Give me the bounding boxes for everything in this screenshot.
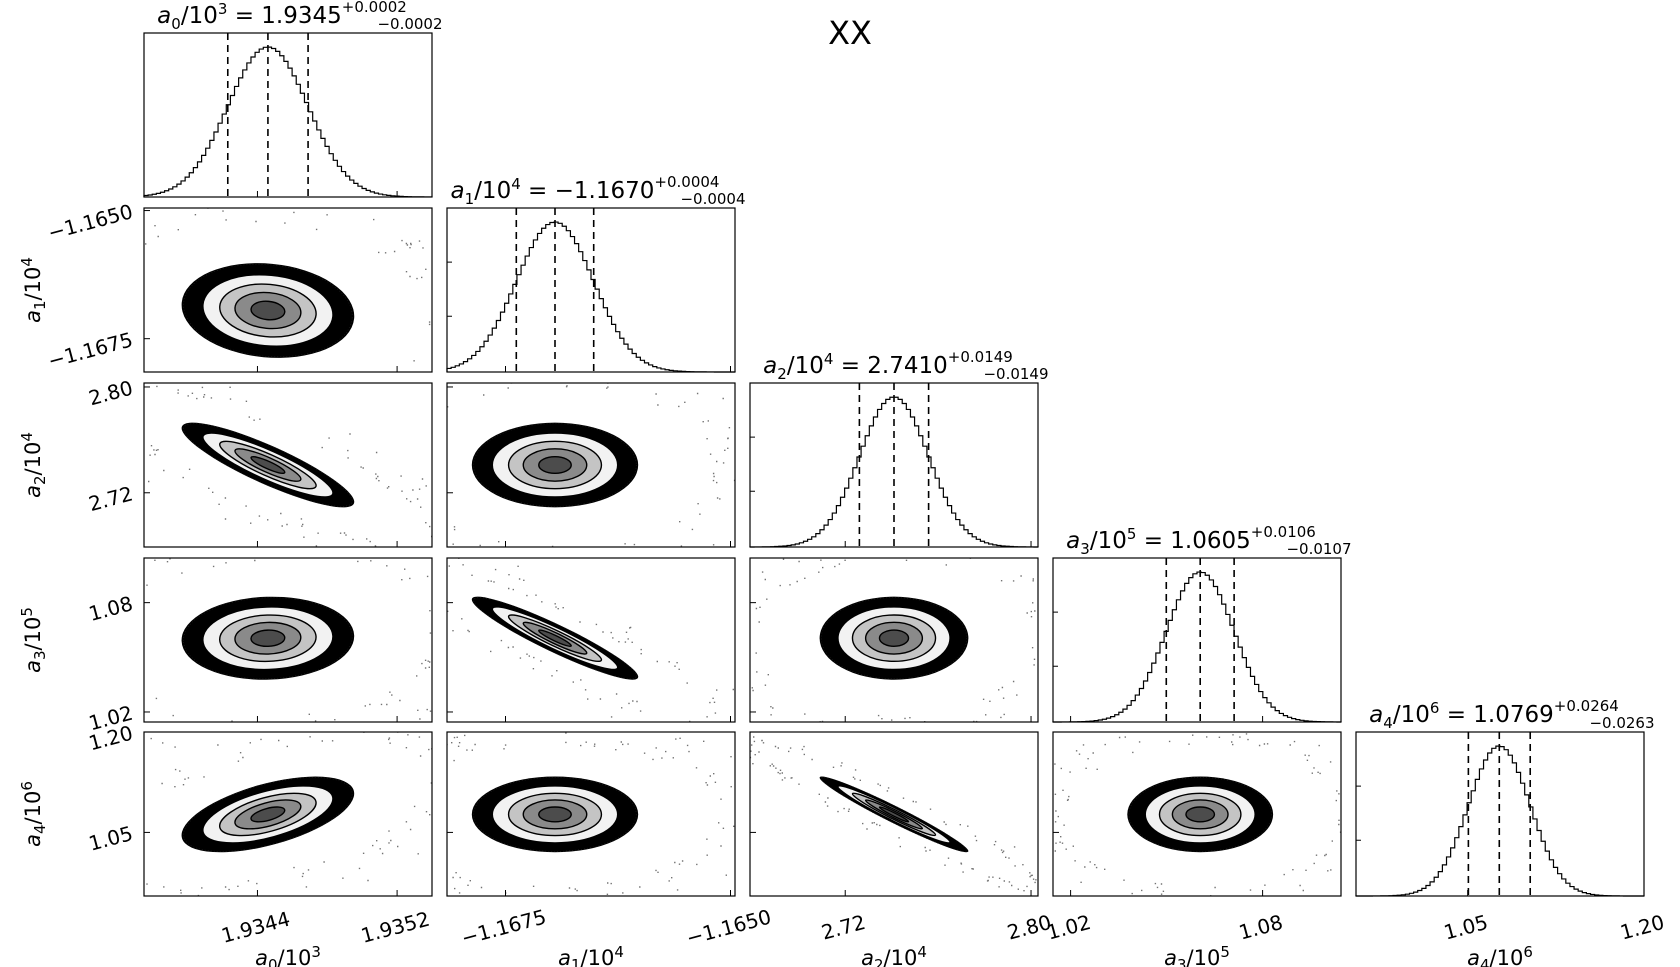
y-tick-label-a1-0: −1.1675 xyxy=(45,327,135,373)
hist-panel-a0: a0/103 = 1.9345+0.0002−0.0002 xyxy=(143,0,443,198)
panel-frame-2-0 xyxy=(143,382,433,548)
contour-level-4-a0-a1 xyxy=(250,300,286,321)
x-axis-label-a0: a0/103 xyxy=(255,943,321,967)
scatter-panel-a0-a1: −1.1675 −1.1650 xyxy=(45,199,433,373)
x-tick-label-a2-0: 2.72 xyxy=(819,910,868,945)
density-texture-a0-a2 xyxy=(183,423,353,507)
x-axis-label-a1: a1/104 xyxy=(558,943,624,967)
x-tick-label-a3-0: 1.02 xyxy=(1044,910,1093,945)
panel-title-err-minus-a4: −0.0263 xyxy=(1589,714,1654,732)
panel-title-a2: a2/104 = 2.7410+0.0149 xyxy=(763,348,1013,383)
contour-level-4-a3-a4 xyxy=(1185,806,1216,823)
contour-level-4-a1-a3 xyxy=(538,629,572,647)
contour-level-4-a1-a4 xyxy=(538,806,572,823)
y-tick-label-a2-0: 2.72 xyxy=(86,481,135,516)
panel-frame-0-0 xyxy=(143,32,433,198)
contour-level-4-a2-a4 xyxy=(878,806,910,823)
panel-title-err-minus-a0: −0.0002 xyxy=(377,15,442,33)
contour-level-4-a0-a4 xyxy=(250,806,286,823)
histogram-a0 xyxy=(143,46,433,198)
panel-frame-4-2 xyxy=(749,731,1039,897)
panel-title-a3: a3/105 = 1.0605+0.0106 xyxy=(1066,523,1316,558)
hist-panel-a2: a2/104 = 2.7410+0.0149−0.0149 xyxy=(749,348,1049,548)
histogram-a3 xyxy=(1052,571,1342,723)
density-texture-a2-a4 xyxy=(821,777,967,852)
x-tick-label-a0-1: 1.9352 xyxy=(358,907,432,948)
density-texture-a2-a3 xyxy=(821,597,967,680)
panel-frame-4-1 xyxy=(446,731,736,897)
scatter-panel-a3-a4: 1.02 1.08 xyxy=(1044,731,1342,945)
density-texture-a1-a2 xyxy=(473,423,637,507)
density-texture-a1-a3 xyxy=(473,597,637,680)
histogram-a1 xyxy=(446,221,736,373)
y-axis-label-a1: a1/104 xyxy=(18,257,49,323)
panel-title-a0: a0/103 = 1.9345+0.0002 xyxy=(157,0,407,33)
x-tick-label-a4-1: 1.20 xyxy=(1618,910,1667,945)
panel-title-err-minus-a1: −0.0004 xyxy=(680,190,745,208)
density-texture-a3-a4 xyxy=(1128,777,1272,852)
hist-panel-a4: a4/106 = 1.0769+0.0264−0.0263 1.05 1.20 xyxy=(1355,697,1667,945)
panel-frame-3-2 xyxy=(749,557,1039,723)
x-tick-label-a1-1: −1.1650 xyxy=(684,904,774,950)
x-axis-label-a2: a2/104 xyxy=(861,943,927,967)
y-tick-label-a1-1: −1.1650 xyxy=(45,199,135,245)
x-tick-label-a3-1: 1.08 xyxy=(1236,910,1285,945)
figure-title: XX xyxy=(828,14,872,52)
hist-panel-a1: a1/104 = −1.1670+0.0004−0.0004 xyxy=(446,173,746,373)
scatter-panel-a1-a4: −1.1675 −1.1650 xyxy=(446,731,774,950)
hist-panel-a3: a3/105 = 1.0605+0.0106−0.0107 xyxy=(1052,523,1352,723)
panel-frame-4-3 xyxy=(1052,731,1342,897)
x-tick-label-a4-0: 1.05 xyxy=(1441,910,1490,945)
panel-title-err-minus-a3: −0.0107 xyxy=(1286,540,1351,558)
scatter-panel-a0-a2: 2.72 2.80 xyxy=(86,376,433,548)
y-axis-label-a2: a2/104 xyxy=(18,432,49,498)
panel-frame-1-0 xyxy=(143,207,433,373)
y-axis-label-a3: a3/105 xyxy=(18,607,49,673)
density-texture-a0-a1 xyxy=(183,263,353,358)
panel-frame-1-1 xyxy=(446,207,736,373)
scatter-panel-a0-a3: 1.021.08 xyxy=(86,557,433,735)
contour-level-4-a2-a3 xyxy=(878,629,910,647)
contour-level-4-a0-a2 xyxy=(250,456,286,474)
scatter-panel-a2-a4: 2.72 2.80 xyxy=(749,731,1054,945)
panel-title-a4: a4/106 = 1.0769+0.0264 xyxy=(1369,697,1619,732)
density-texture-a1-a4 xyxy=(473,777,637,852)
x-axis-label-a3: a3/105 xyxy=(1164,943,1230,967)
x-tick-label-a0-0: 1.9344 xyxy=(219,907,293,948)
y-tick-label-a3-1: 1.08 xyxy=(86,591,135,626)
contour-level-4-a0-a3 xyxy=(250,629,286,648)
scatter-panel-a1-a3 xyxy=(446,557,736,723)
panel-frame-3-0 xyxy=(143,557,433,723)
contour-level-4-a1-a2 xyxy=(538,456,572,474)
x-tick-label-a1-0: −1.1675 xyxy=(459,904,549,950)
panel-title-err-minus-a2: −0.0149 xyxy=(983,365,1048,383)
panel-frame-3-3 xyxy=(1052,557,1342,723)
panel-frame-3-1 xyxy=(446,557,736,723)
x-axis-label-a4: a4/106 xyxy=(1467,943,1533,967)
panel-frame-2-2 xyxy=(749,382,1039,548)
y-axis-label-a4: a4/106 xyxy=(18,781,49,847)
panel-frame-4-0 xyxy=(143,731,433,897)
panel-title-a1: a1/104 = −1.1670+0.0004 xyxy=(451,173,720,208)
panel-frame-2-1 xyxy=(446,382,736,548)
scatter-panel-a2-a3 xyxy=(749,557,1039,723)
panel-frame-4-4 xyxy=(1355,731,1645,897)
scatter-panel-a1-a2 xyxy=(446,382,736,548)
density-texture-a0-a3 xyxy=(183,597,353,680)
y-tick-label-a2-1: 2.80 xyxy=(86,376,135,411)
y-tick-label-a4-0: 1.05 xyxy=(86,821,135,856)
